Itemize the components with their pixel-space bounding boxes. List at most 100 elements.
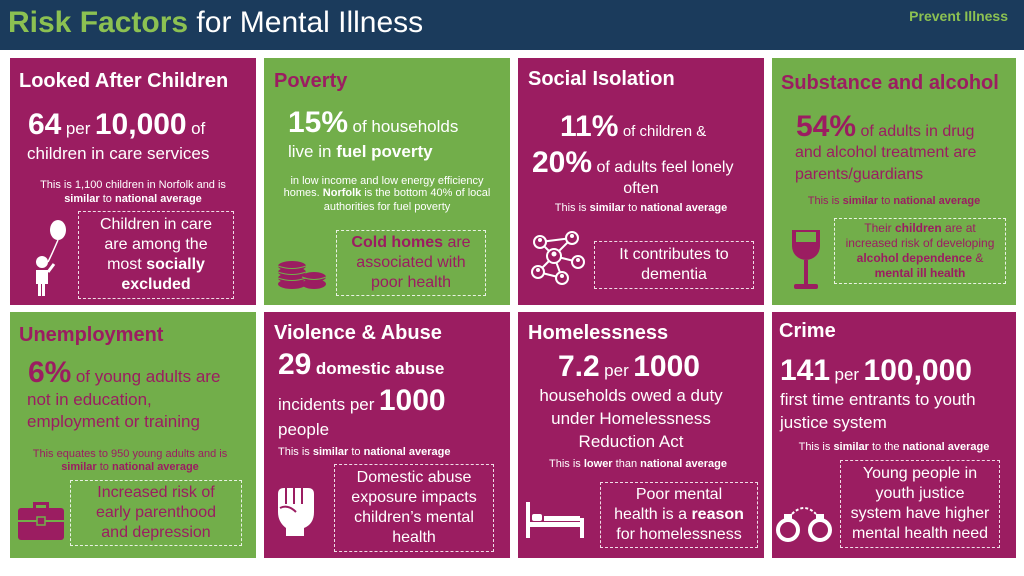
callout-line: dementia <box>641 266 707 283</box>
callout-line: health is a reason <box>614 506 744 523</box>
panel-social-isolation: Social Isolation 11% of children & 20% o… <box>518 58 764 305</box>
stat-text: of young adults are <box>75 367 221 386</box>
stat-description: people <box>278 420 330 439</box>
note-line: This is 1,100 children in Norfolk and is <box>40 179 226 191</box>
stat-description: not in education, <box>27 390 152 409</box>
stat-number: 15% <box>288 106 349 139</box>
panel-title: Homelessness <box>528 322 669 344</box>
callout-line: increased risk of developing <box>845 236 995 250</box>
title-rest: for Mental Illness <box>196 6 424 39</box>
note-bold: national average <box>114 193 202 205</box>
coins-icon <box>277 261 327 289</box>
stat-line: 54% of adults in drug <box>796 110 974 144</box>
header-bar: Risk Factors for Mental Illness Prevent … <box>0 0 1024 50</box>
callout-line: poor health <box>370 274 452 291</box>
note-line-3: authorities for fuel poverty <box>323 201 451 213</box>
stat-description: households owed a duty <box>539 386 723 405</box>
stat-number: 7.2 <box>558 350 600 383</box>
stat-description-line-2: employment or training <box>27 412 200 431</box>
panel-title: Social Isolation <box>528 68 675 90</box>
stat-number: 141 <box>780 354 831 387</box>
callout-line: health <box>392 529 436 546</box>
panel-unemployment: Unemployment 6% of young adults are not … <box>10 312 256 558</box>
panel-title: Unemployment <box>19 324 164 346</box>
header-tag: Prevent Illness <box>909 8 1008 24</box>
stat-description: often <box>623 180 659 197</box>
stat-per: per <box>604 361 629 380</box>
stat-description-line-2: under Homelessness <box>551 409 711 428</box>
callout-line: early parenthood <box>95 504 217 521</box>
stat-line: 141 per 100,000 <box>780 354 972 388</box>
stat-denominator: 1000 <box>633 350 700 383</box>
stat-number: 64 <box>28 108 62 141</box>
note-line: This is similar to the national average <box>798 441 990 453</box>
callout-line: exposure impacts <box>351 489 477 506</box>
panel-homelessness: Homelessness 7.2 per 1000 households owe… <box>518 312 764 558</box>
stat-number: 1000 <box>378 384 446 417</box>
wine-glass-icon <box>792 230 820 289</box>
callout-line: youth justice <box>875 485 965 502</box>
panel-title: Looked After Children <box>19 70 229 92</box>
stat-description: first time entrants to youth <box>780 390 976 409</box>
page-title: Risk Factors for Mental Illness <box>8 6 423 40</box>
note-line: This is similar to national average <box>554 202 728 214</box>
stat-description-line-2: and alcohol treatment are <box>795 144 977 161</box>
stat-text: of children & <box>622 123 707 140</box>
callout-line: alcohol dependence & <box>856 251 984 265</box>
panel-violence-abuse: Violence & Abuse 29 domestic abuse incid… <box>264 312 510 558</box>
callout-box: Cold homes are associated with poor heal… <box>336 230 486 296</box>
note-text: to <box>102 193 112 205</box>
stat-line: 29 domestic abuse <box>278 348 444 382</box>
callout-box: Their children are at increased risk of … <box>834 218 1006 284</box>
stat-line-2: incidents per 1000 <box>278 384 446 418</box>
note-line: This is similar to national average <box>278 446 451 458</box>
callout-line: are among the <box>104 236 208 253</box>
note-line: This is lower than national average <box>549 458 727 470</box>
stat-description: live in fuel poverty <box>288 142 433 161</box>
fist-icon <box>278 488 314 536</box>
stat-text: of adults feel lonely <box>596 159 734 176</box>
stat-text: incidents per <box>278 395 375 414</box>
stat-description-line-2: justice system <box>780 413 887 432</box>
stat-line-2: 20% of adults feel lonely <box>532 146 733 180</box>
callout-line: children’s mental <box>354 509 474 526</box>
stat-description-line-3: Reduction Act <box>578 432 684 451</box>
stat-denominator: 10,000 <box>94 108 187 141</box>
stat-text: of households <box>352 117 459 136</box>
handcuffs-icon <box>776 507 832 542</box>
callout-line: excluded <box>121 276 191 293</box>
panel-substance-alcohol: Substance and alcohol 54% of adults in d… <box>772 58 1016 305</box>
network-icon <box>531 231 585 285</box>
panel-title: Crime <box>779 320 836 342</box>
note-line-2: similar to national average <box>61 461 199 473</box>
callout-line: Their children are at <box>864 221 976 235</box>
callout-box: Domestic abuse exposure impacts children… <box>334 464 494 552</box>
callout-line: Children in care <box>99 216 213 233</box>
callout-line: Increased risk of <box>97 484 215 501</box>
note-line-2: homes. Norfolk is the bottom 40% of loca… <box>283 187 491 199</box>
callout-box: Increased risk of early parenthood and d… <box>70 480 242 546</box>
callout-line: mental ill health <box>874 266 966 280</box>
stat-line: 7.2 per 1000 <box>558 350 700 384</box>
panel-title: Violence & Abuse <box>274 322 442 344</box>
stat-number: 6% <box>28 356 72 389</box>
stat-line: 6% of young adults are <box>28 356 220 390</box>
stat-description-line-3: parents/guardians <box>795 166 924 183</box>
callout-box: Young people in youth justice system hav… <box>840 460 1000 548</box>
stat-number: 20% <box>532 146 593 179</box>
callout-line: Domestic abuse <box>356 469 472 486</box>
panel-looked-after-children: Looked After Children 64 per 10,000 of c… <box>10 58 256 305</box>
bed-icon <box>526 502 584 538</box>
briefcase-icon <box>18 502 64 540</box>
child-balloon-icon <box>36 220 66 296</box>
callout-line: and depression <box>101 524 211 541</box>
stat-per: per <box>834 365 860 384</box>
callout-box: Poor mental health is a reason for homel… <box>600 482 758 548</box>
stat-number: 54% <box>796 110 857 143</box>
stat-line: 11% of children & <box>560 110 706 144</box>
stat-number: 11% <box>560 110 619 143</box>
note-bold: similar <box>64 193 100 205</box>
callout-line: It contributes to <box>619 246 729 263</box>
stat-description: children in care services <box>27 144 210 163</box>
callout-line: Cold homes are <box>351 234 471 251</box>
